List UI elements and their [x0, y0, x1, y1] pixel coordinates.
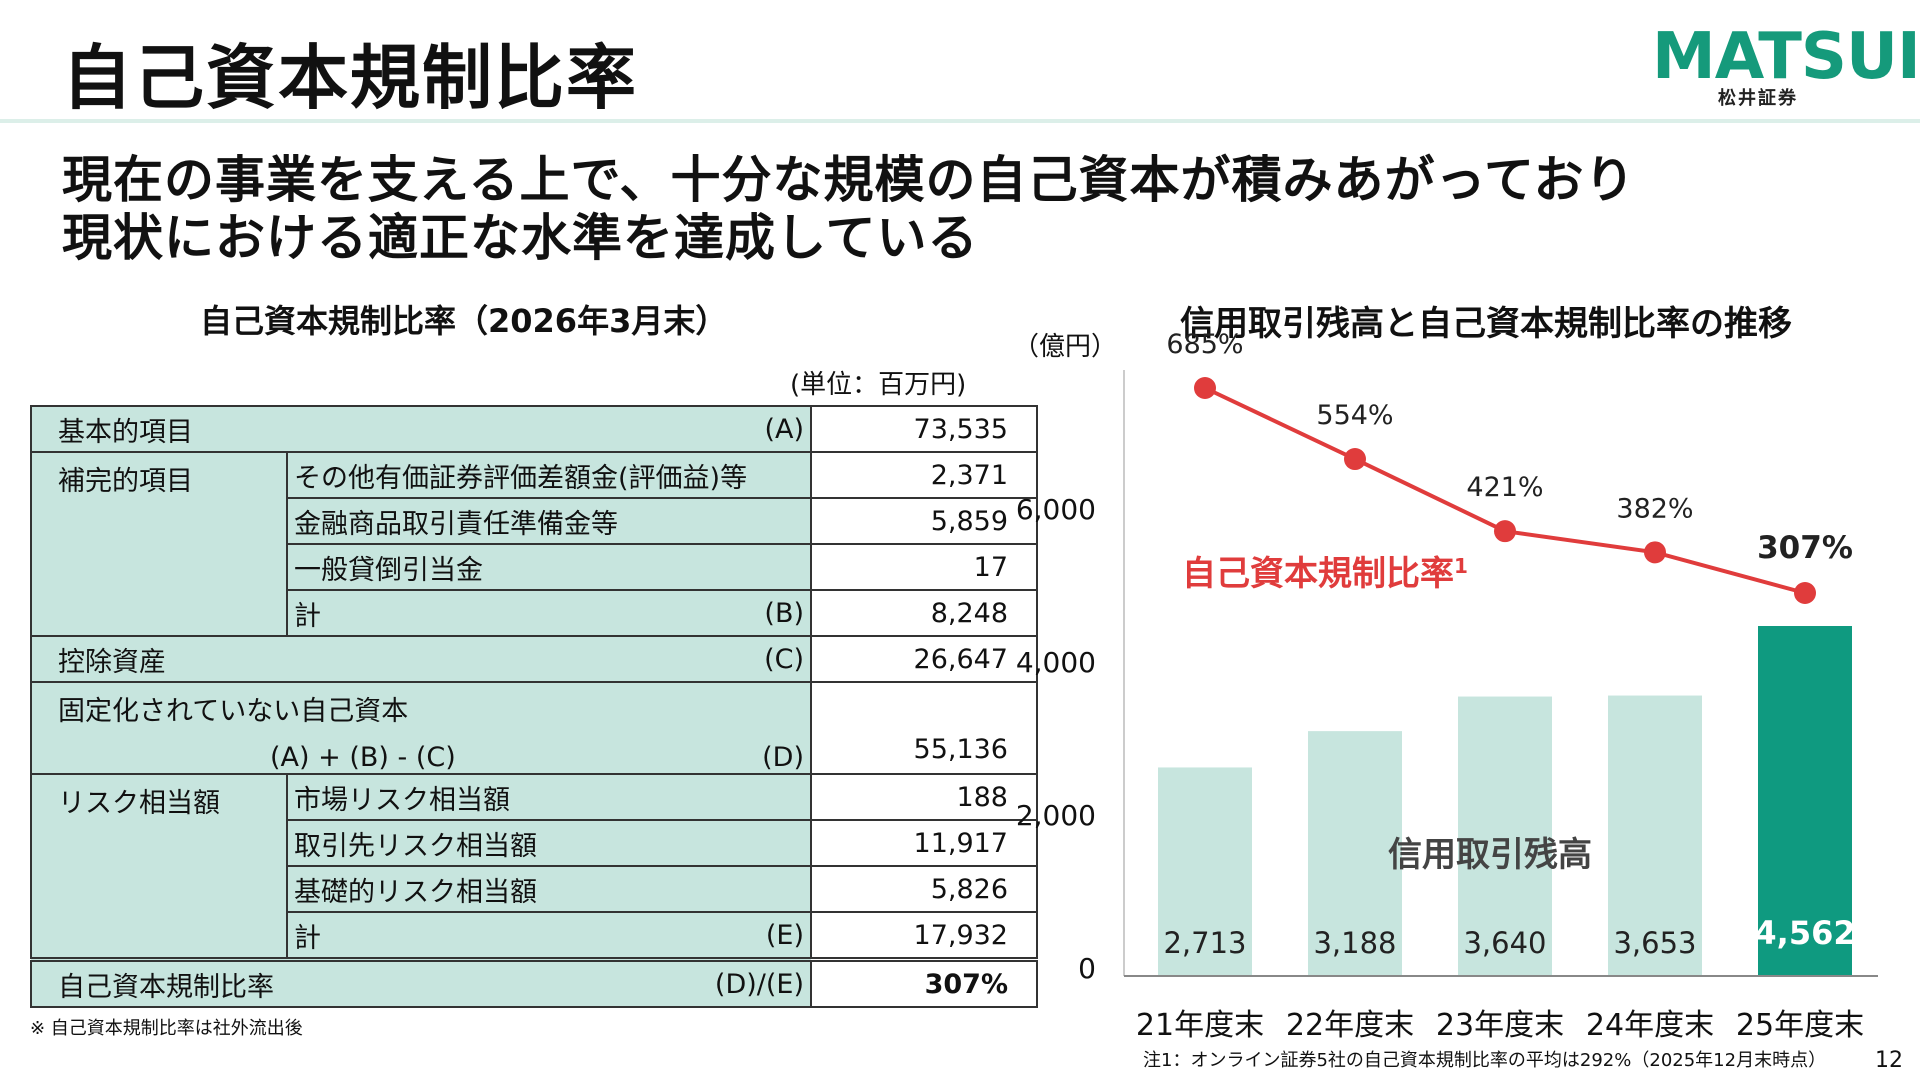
row-formula: (A) + (B) - (C) [270, 742, 456, 773]
table-row: 一般貸倒引当金 17 [31, 543, 1038, 591]
company-logo: MATSUI [1652, 20, 1920, 94]
bar-value-label: 4,562 [1754, 914, 1855, 952]
row-label: 控除資産 [58, 646, 166, 678]
bar [1158, 767, 1252, 975]
page-number: 12 [1875, 1048, 1903, 1073]
row-label: 基本的項目 [58, 416, 193, 448]
table-row: 基礎的リスク相当額 5,826 [31, 865, 1038, 913]
ratio-point [1644, 541, 1666, 564]
table-row: 固定化されていない自己資本 (A) + (B) - (C) (D) 55,136 [30, 681, 1038, 775]
headline-line-2: 現状における適正な水準を達成している [62, 209, 979, 267]
bar-series-label: 信用取引残高 [1388, 835, 1592, 875]
ratio-value-label: 382% [1616, 493, 1693, 524]
row-value: 5,826 [810, 865, 1038, 913]
row-value: 8,248 [810, 589, 1038, 637]
y-tick-label: 4,000 [1015, 646, 1096, 679]
page-title: 自己資本規制比率 [62, 37, 638, 119]
ratio-point [1194, 377, 1216, 399]
x-tick-label: 24年度末 [1585, 1008, 1715, 1043]
y-tick-label: 2,000 [1015, 799, 1096, 832]
bar [1608, 695, 1702, 975]
x-tick-label: 21年度末 [1135, 1008, 1265, 1043]
ratio-value-label: 307% [1757, 530, 1853, 566]
x-tick-label: 22年度末 [1285, 1008, 1415, 1043]
title-divider [0, 119, 1920, 123]
row-value: 55,136 [810, 681, 1038, 775]
x-tick-label: 25年度末 [1735, 1008, 1865, 1043]
table-row: 自己資本規制比率 (D)/(E) 307% [30, 958, 1038, 1008]
company-logo-sub: 松井証券 [1718, 88, 1798, 109]
row-value: 17 [810, 543, 1038, 591]
row-value: 2,371 [810, 451, 1038, 499]
bar [1758, 626, 1852, 975]
row-value: 307% [810, 958, 1038, 1008]
table-note: ※ 自己資本規制比率は社外流出後 [30, 1018, 303, 1039]
ratio-point [1344, 448, 1366, 471]
y-tick-label: 0 [1078, 952, 1096, 985]
table-row: 控除資産 (C) 26,647 [30, 635, 1038, 683]
row-label: 基礎的リスク相当額 [286, 865, 812, 913]
row-code: (D) [762, 742, 804, 773]
x-tick-label: 23年度末 [1435, 1008, 1565, 1043]
row-code: (C) [764, 643, 804, 675]
row-value: 11,917 [810, 819, 1038, 867]
row-label: 計 [294, 600, 321, 632]
row-label: 固定化されていない自己資本 [58, 696, 409, 727]
row-label: その他有価証券評価差額金(評価益)等 [286, 451, 812, 499]
table-row: 金融商品取引責任準備金等 5,859 [31, 497, 1038, 545]
row-label: 取引先リスク相当額 [286, 819, 812, 867]
row-value: 26,647 [810, 635, 1038, 683]
capital-table: 基本的項目 (A) 73,535 補完的項目 その他有価証券評価差額金(評価益)等… [30, 405, 1038, 1008]
bar [1458, 696, 1552, 975]
row-value: 188 [810, 773, 1038, 821]
bar-value-label: 2,713 [1163, 926, 1246, 960]
row-code: (E) [765, 919, 804, 951]
table-row: 基本的項目 (A) 73,535 [30, 405, 1038, 453]
row-label: 計 [294, 922, 321, 954]
table-row: 取引先リスク相当額 11,917 [31, 819, 1038, 867]
row-label: リスク相当額 [30, 773, 288, 961]
chart-title: 信用取引残高と自己資本規制比率の推移 [1180, 304, 1792, 344]
table-unit: (単位：百万円) [790, 370, 967, 400]
bar-value-label: 3,653 [1613, 926, 1696, 960]
table-row: 補完的項目 その他有価証券評価差額金(評価益)等 2,371 [30, 451, 1038, 636]
chart-footnote: 注1：オンライン証券5社の自己資本規制比率の平均は292%（2025年12月末時… [1143, 1050, 1827, 1071]
row-code: (B) [764, 597, 804, 629]
table-title: 自己資本規制比率（2026年3月末） [200, 302, 728, 340]
row-label: 市場リスク相当額 [286, 773, 812, 821]
table-row: リスク相当額 市場リスク相当額 188 [30, 773, 1038, 961]
row-label: 自己資本規制比率 [58, 971, 274, 1003]
bar-value-label: 3,640 [1463, 926, 1546, 960]
line-series-label: 自己資本規制比率1 [1182, 554, 1468, 594]
footnote-marker: 1 [1454, 554, 1468, 578]
y-tick-label: 6,000 [1015, 493, 1096, 526]
row-code: (A) [764, 413, 804, 445]
row-label: 補完的項目 [30, 451, 288, 636]
row-code: (D)/(E) [714, 968, 804, 1000]
ratio-point [1494, 520, 1516, 543]
row-value: 73,535 [810, 405, 1038, 453]
ratio-value-label: 685% [1166, 329, 1243, 360]
ratio-point [1794, 582, 1816, 604]
bar [1308, 731, 1402, 975]
line-series-name: 自己資本規制比率 [1182, 554, 1454, 594]
headline-line-1: 現在の事業を支える上で、十分な規模の自己資本が積みあがっており [62, 151, 1636, 209]
ratio-value-label: 554% [1316, 400, 1393, 431]
ratio-value-label: 421% [1466, 472, 1543, 503]
row-value: 5,859 [810, 497, 1038, 545]
y-axis-label: （億円） [1013, 332, 1118, 362]
table-row: 計 (E) 17,932 [31, 911, 1038, 961]
row-value: 17,932 [810, 911, 1038, 961]
bar-value-label: 3,188 [1313, 926, 1396, 960]
row-label: 一般貸倒引当金 [286, 543, 812, 591]
row-label: 金融商品取引責任準備金等 [286, 497, 812, 545]
table-row: 計 (B) 8,248 [31, 589, 1038, 637]
